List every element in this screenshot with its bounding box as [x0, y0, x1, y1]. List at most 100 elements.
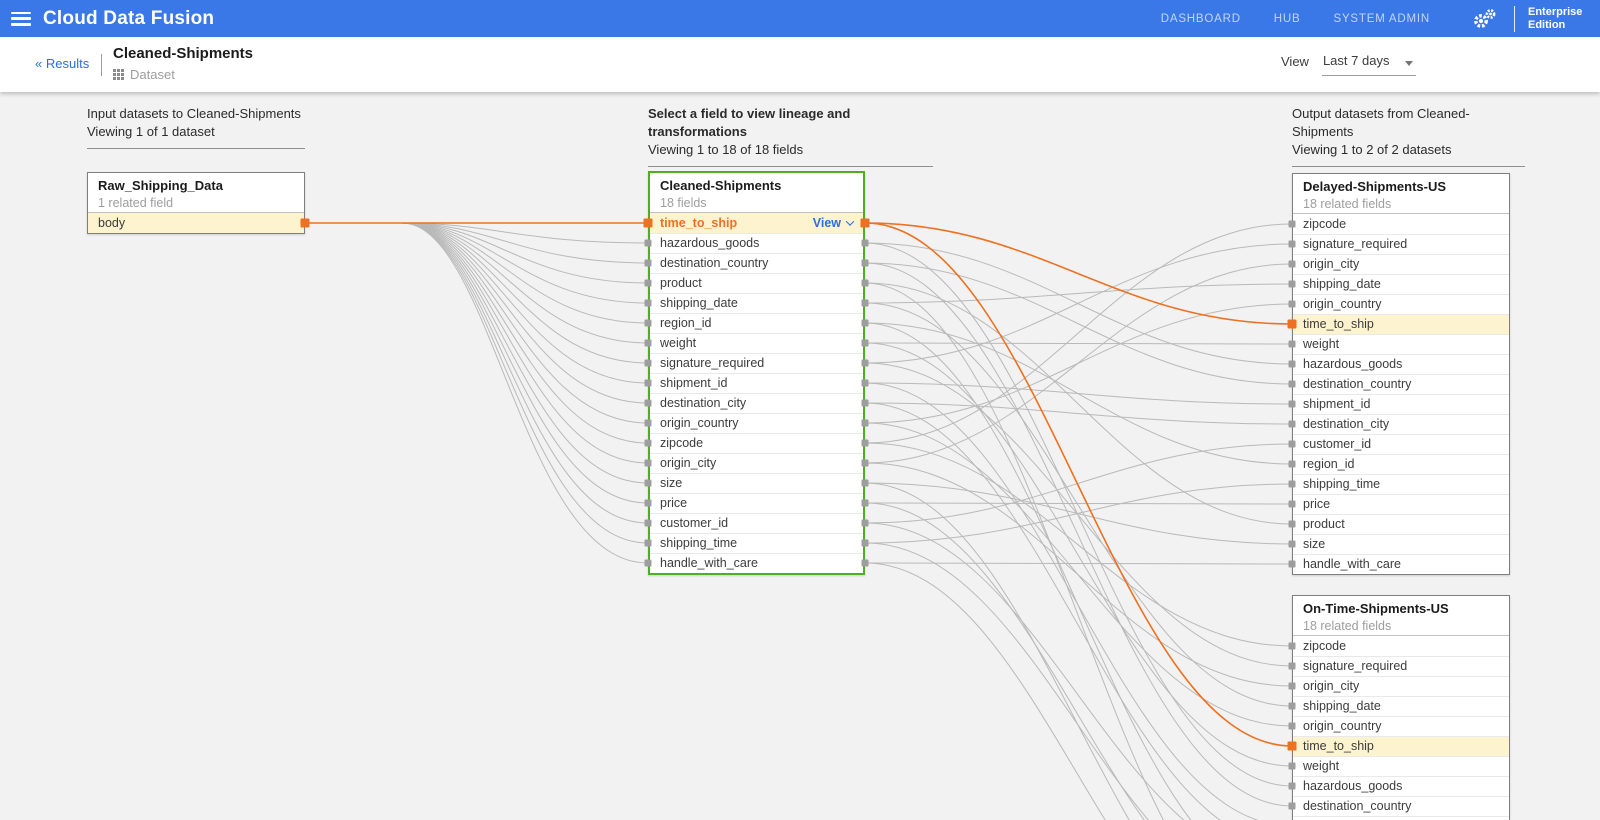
field-row-shipment_id[interactable]: shipment_id	[1293, 394, 1509, 414]
field-row-zipcode[interactable]: zipcode	[650, 433, 863, 453]
field-row-time_to_ship[interactable]: time_to_ship	[1293, 314, 1509, 334]
field-label: customer_id	[1303, 437, 1372, 451]
lineage-line	[864, 522, 1185, 820]
field-row-weight[interactable]: weight	[1293, 334, 1509, 354]
field-row-handle_with_care[interactable]: handle_with_care	[650, 553, 863, 573]
field-label: size	[660, 476, 683, 490]
lineage-line	[864, 362, 1293, 667]
field-label: origin_country	[1303, 297, 1382, 311]
field-label: shipping_time	[1303, 477, 1381, 491]
edition-divider	[1514, 5, 1515, 32]
field-row-shipping_time[interactable]: shipping_time	[650, 533, 863, 553]
field-row-size[interactable]: size	[650, 473, 863, 493]
field-row-time_to_ship[interactable]: time_to_ship	[1293, 736, 1509, 756]
field-row-shipment_id[interactable]: shipment_id	[650, 373, 863, 393]
table-subtitle: 18 related fields	[1303, 619, 1392, 633]
field-row-shipping_date[interactable]: shipping_date	[1293, 274, 1509, 294]
app-header: Cloud Data Fusion DASHBOARD HUB SYSTEM ADM…	[0, 0, 1600, 37]
field-row-size[interactable]: size	[1293, 534, 1509, 554]
field-row-product[interactable]: product	[1293, 514, 1509, 534]
field-label: destination_city	[1303, 417, 1390, 431]
field-label: origin_city	[1303, 679, 1360, 693]
field-row-destination_country[interactable]: destination_country	[1293, 796, 1509, 816]
field-row-shipping_time[interactable]: shipping_time	[1293, 474, 1509, 494]
field-label: region_id	[1303, 457, 1355, 471]
time-range-dropdown[interactable]: Last 7 days	[1321, 53, 1417, 76]
lineage-line	[864, 443, 1293, 524]
lineage-line-selected	[864, 222, 1293, 747]
lineage-line	[864, 242, 1293, 365]
field-row-region_id[interactable]: region_id	[1293, 454, 1509, 474]
lineage-line	[864, 303, 1293, 424]
field-row-signature_required[interactable]: signature_required	[650, 353, 863, 373]
field-label: product	[660, 276, 702, 290]
view-link-label: View	[812, 215, 841, 230]
field-label: destination_city	[660, 396, 747, 410]
lineage-line	[864, 562, 1293, 565]
field-row-destination_city[interactable]: destination_city	[650, 393, 863, 413]
field-row-origin_country[interactable]: origin_country	[1293, 716, 1509, 736]
field-row-signature_required[interactable]: signature_required	[1293, 234, 1509, 254]
field-row-origin_country[interactable]: origin_country	[1293, 294, 1509, 314]
settings-gears-icon[interactable]	[1471, 7, 1498, 31]
field-row-destination_city[interactable]: destination_city	[1293, 414, 1509, 434]
table-title: Cleaned-Shipments	[660, 178, 782, 193]
field-row-origin_city[interactable]: origin_city	[650, 453, 863, 473]
field-row-price[interactable]: price	[650, 493, 863, 513]
lineage-line	[305, 222, 649, 244]
field-label: size	[1303, 537, 1326, 551]
field-label: hazardous_goods	[1303, 779, 1403, 793]
field-row-hazardous_goods[interactable]: hazardous_goods	[650, 233, 863, 253]
field-label: origin_city	[660, 456, 717, 470]
dataset-table-On-Time-Shipments-US: On-Time-Shipments-US 18 related fields zip…	[1292, 595, 1510, 820]
lineage-canvas: Input datasets to Cleaned-Shipments View…	[0, 92, 1600, 820]
field-row-time_to_ship[interactable]: time_to_ship View	[650, 213, 863, 233]
field-row-customer_id[interactable]: customer_id	[1293, 434, 1509, 454]
field-row-body[interactable]: body	[88, 213, 304, 233]
field-view-dropdown[interactable]: View	[812, 214, 855, 233]
table-title: Raw_Shipping_Data	[98, 178, 223, 193]
field-row-destination_country[interactable]: destination_country	[1293, 374, 1509, 394]
nav-hub[interactable]: HUB	[1273, 12, 1301, 25]
table-header: Cleaned-Shipments 18 fields	[650, 173, 863, 213]
field-row-price[interactable]: price	[1293, 494, 1509, 514]
lineage-line	[864, 482, 1293, 545]
lineage-line	[305, 222, 649, 424]
nav-system-admin[interactable]: SYSTEM ADMIN	[1333, 12, 1430, 25]
field-row-signature_required[interactable]: signature_required	[1293, 656, 1509, 676]
field-row-shipping_date[interactable]: shipping_date	[650, 293, 863, 313]
field-row-shipping_date[interactable]: shipping_date	[1293, 696, 1509, 716]
field-row-hazardous_goods[interactable]: hazardous_goods	[1293, 776, 1509, 796]
lineage-line	[864, 342, 1293, 345]
lineage-line	[305, 222, 649, 464]
field-label: product	[1303, 517, 1345, 531]
field-row-region_id[interactable]: region_id	[650, 313, 863, 333]
field-label: signature_required	[660, 356, 765, 370]
field-label: zipcode	[1303, 216, 1347, 231]
nav-dashboard[interactable]: DASHBOARD	[1160, 12, 1241, 25]
field-row-weight[interactable]: weight	[650, 333, 863, 353]
field-row-destination_country[interactable]: destination_country	[650, 253, 863, 273]
field-label: signature_required	[1303, 659, 1408, 673]
lineage-line	[305, 222, 649, 284]
back-results-link[interactable]: « Results	[35, 56, 90, 71]
field-row-origin_country[interactable]: origin_country	[650, 413, 863, 433]
field-row-shipment_id[interactable]: shipment_id	[1293, 816, 1509, 820]
field-row-handle_with_care[interactable]: handle_with_care	[1293, 554, 1509, 574]
time-range-value: Last 7 days	[1322, 53, 1390, 68]
menu-icon[interactable]	[11, 11, 31, 26]
lineage-line	[864, 302, 1293, 707]
field-row-origin_city[interactable]: origin_city	[1293, 676, 1509, 696]
field-row-zipcode[interactable]: zipcode	[1293, 636, 1509, 656]
field-label: weight	[660, 336, 697, 350]
field-row-weight[interactable]: weight	[1293, 756, 1509, 776]
field-row-product[interactable]: product	[650, 273, 863, 293]
field-row-customer_id[interactable]: customer_id	[650, 513, 863, 533]
lineage-line	[864, 322, 1192, 820]
header-right: DASHBOARD HUB SYSTEM ADMIN Enterprise Edit…	[1161, 0, 1590, 37]
field-row-origin_city[interactable]: origin_city	[1293, 254, 1509, 274]
field-row-hazardous_goods[interactable]: hazardous_goods	[1293, 354, 1509, 374]
lineage-line	[305, 222, 649, 444]
edition-label: Enterprise Edition	[1528, 5, 1583, 31]
field-row-zipcode[interactable]: zipcode	[1293, 214, 1509, 234]
